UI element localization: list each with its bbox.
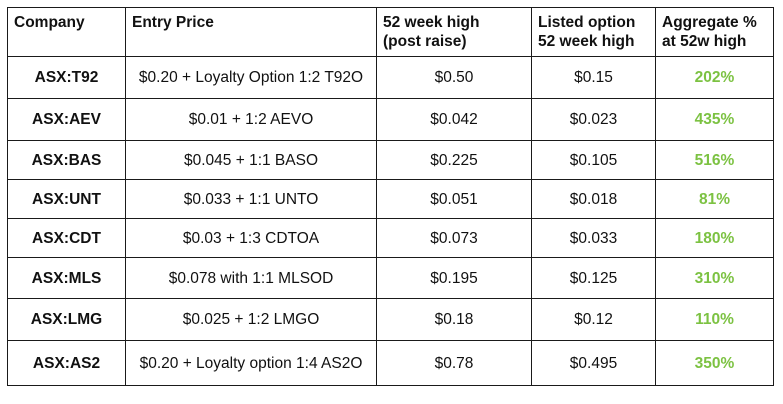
company-cell: ASX:T92	[7, 56, 126, 99]
listed-option-cell: $0.125	[531, 257, 656, 299]
week52-high-cell: $0.051	[376, 179, 532, 219]
listed-option-cell: $0.033	[531, 218, 656, 258]
week52-high-cell: $0.225	[376, 140, 532, 180]
aggregate-pct-cell: 180%	[655, 218, 774, 258]
table-row: ASX:AS2 $0.20 + Loyalty option 1:4 AS2O …	[7, 340, 774, 386]
header-listed-option-line1: Listed option	[538, 14, 636, 31]
aggregate-pct-cell: 110%	[655, 298, 774, 341]
week52-high-cell: $0.042	[376, 98, 532, 141]
table-row: ASX:AEV $0.01 + 1:2 AEVO $0.042 $0.023 4…	[7, 98, 774, 141]
table-row: ASX:UNT $0.033 + 1:1 UNTO $0.051 $0.018 …	[7, 179, 774, 219]
table-row: ASX:CDT $0.03 + 1:3 CDTOA $0.073 $0.033 …	[7, 218, 774, 258]
header-aggregate-line2: at 52w high	[662, 33, 747, 50]
performance-table: Company Entry Price 52 week high (post ra…	[7, 7, 774, 386]
table-row: ASX:MLS $0.078 with 1:1 MLSOD $0.195 $0.…	[7, 257, 774, 299]
entry-price-cell: $0.078 with 1:1 MLSOD	[125, 257, 377, 299]
aggregate-pct-cell: 350%	[655, 340, 774, 386]
header-company: Company	[7, 7, 126, 57]
listed-option-cell: $0.495	[531, 340, 656, 386]
aggregate-pct-cell: 202%	[655, 56, 774, 99]
header-entry-price: Entry Price	[125, 7, 377, 57]
company-cell: ASX:BAS	[7, 140, 126, 180]
company-cell: ASX:LMG	[7, 298, 126, 341]
listed-option-cell: $0.12	[531, 298, 656, 341]
header-52-week-high: 52 week high (post raise)	[376, 7, 532, 57]
aggregate-pct-cell: 435%	[655, 98, 774, 141]
header-row: Company Entry Price 52 week high (post ra…	[7, 7, 774, 57]
company-cell: ASX:AEV	[7, 98, 126, 141]
week52-high-cell: $0.78	[376, 340, 532, 386]
listed-option-cell: $0.023	[531, 98, 656, 141]
entry-price-cell: $0.01 + 1:2 AEVO	[125, 98, 377, 141]
table-row: ASX:BAS $0.045 + 1:1 BASO $0.225 $0.105 …	[7, 140, 774, 180]
week52-high-cell: $0.195	[376, 257, 532, 299]
entry-price-cell: $0.03 + 1:3 CDTOA	[125, 218, 377, 258]
listed-option-cell: $0.018	[531, 179, 656, 219]
aggregate-pct-cell: 81%	[655, 179, 774, 219]
header-aggregate: Aggregate % at 52w high	[655, 7, 774, 57]
company-cell: ASX:MLS	[7, 257, 126, 299]
header-aggregate-line1: Aggregate %	[662, 14, 757, 31]
header-listed-option-line2: 52 week high	[538, 33, 635, 50]
header-listed-option: Listed option 52 week high	[531, 7, 656, 57]
entry-price-cell: $0.045 + 1:1 BASO	[125, 140, 377, 180]
listed-option-cell: $0.15	[531, 56, 656, 99]
aggregate-pct-cell: 516%	[655, 140, 774, 180]
entry-price-cell: $0.20 + Loyalty Option 1:2 T92O	[125, 56, 377, 99]
header-52-week-high-line1: 52 week high	[383, 14, 480, 31]
aggregate-pct-cell: 310%	[655, 257, 774, 299]
company-cell: ASX:AS2	[7, 340, 126, 386]
entry-price-cell: $0.20 + Loyalty option 1:4 AS2O	[125, 340, 377, 386]
listed-option-cell: $0.105	[531, 140, 656, 180]
header-52-week-high-line2: (post raise)	[383, 33, 467, 50]
entry-price-cell: $0.025 + 1:2 LMGO	[125, 298, 377, 341]
company-cell: ASX:CDT	[7, 218, 126, 258]
entry-price-cell: $0.033 + 1:1 UNTO	[125, 179, 377, 219]
week52-high-cell: $0.18	[376, 298, 532, 341]
company-cell: ASX:UNT	[7, 179, 126, 219]
table-row: ASX:T92 $0.20 + Loyalty Option 1:2 T92O …	[7, 56, 774, 99]
table-row: ASX:LMG $0.025 + 1:2 LMGO $0.18 $0.12 11…	[7, 298, 774, 341]
week52-high-cell: $0.50	[376, 56, 532, 99]
week52-high-cell: $0.073	[376, 218, 532, 258]
